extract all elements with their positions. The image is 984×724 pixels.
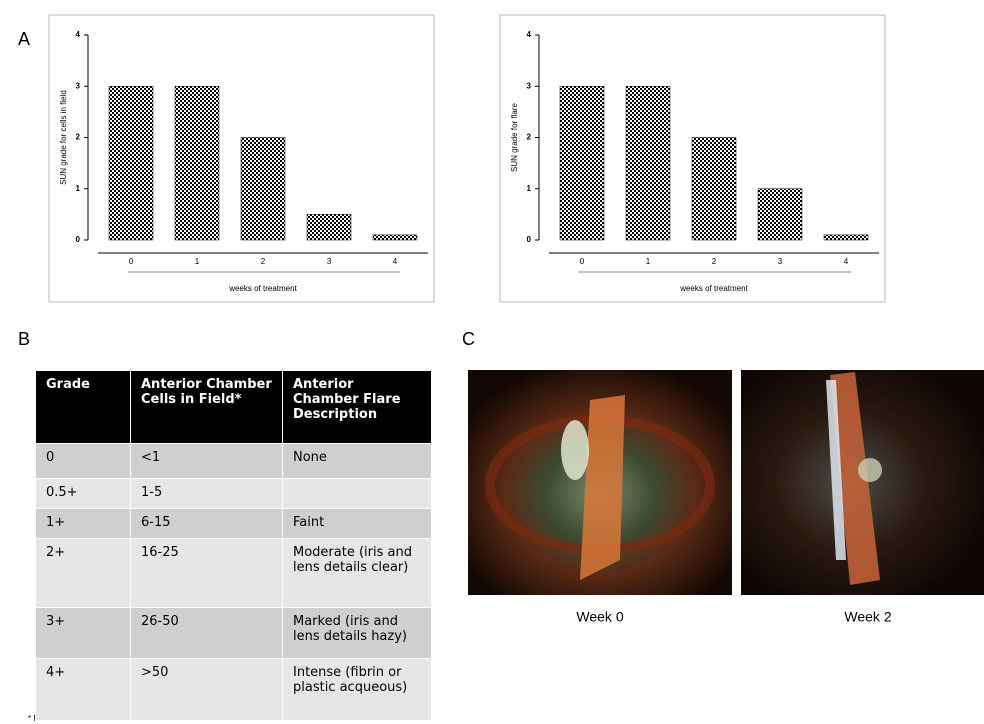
table-cell: 0.5+ bbox=[36, 479, 131, 509]
table-cell bbox=[283, 479, 432, 509]
table-cell: 1+ bbox=[36, 509, 131, 539]
panel-label: C bbox=[462, 329, 475, 349]
x-tick-label: 3 bbox=[778, 257, 783, 266]
table-cell: Moderate (iris and lens details clear) bbox=[283, 539, 432, 608]
photo-detail bbox=[561, 420, 589, 480]
table-cell: 4+ bbox=[36, 659, 131, 721]
y-tick-label: 1 bbox=[527, 184, 532, 193]
y-tick-label: 1 bbox=[76, 184, 81, 193]
y-tick-label: 3 bbox=[76, 81, 81, 90]
x-tick-label: 2 bbox=[712, 257, 717, 266]
y-axis-label: SUN grade for cells in field bbox=[59, 90, 68, 185]
table-cell: 3+ bbox=[36, 608, 131, 659]
bar bbox=[692, 138, 736, 241]
bar bbox=[758, 189, 802, 240]
table-cell: 1-5 bbox=[131, 479, 283, 509]
table-cell: Marked (iris and lens details hazy) bbox=[283, 608, 432, 659]
y-axis-label: SUN grade for flare bbox=[510, 102, 519, 171]
table-cell: 16-25 bbox=[131, 539, 283, 608]
x-tick-label: 4 bbox=[393, 257, 398, 266]
bar bbox=[626, 86, 670, 240]
table-cell: Faint bbox=[283, 509, 432, 539]
y-tick-label: 0 bbox=[76, 235, 81, 244]
y-tick-label: 0 bbox=[527, 235, 532, 244]
y-tick-label: 4 bbox=[76, 30, 81, 39]
panel-label: B bbox=[18, 329, 30, 349]
y-tick-label: 2 bbox=[527, 133, 532, 142]
table-row: 0.5+1-5 bbox=[36, 479, 432, 509]
header-cell: Anterior Chamber Flare Description bbox=[283, 371, 432, 444]
header-cell: Anterior Chamber Cells in Field* bbox=[131, 371, 283, 444]
header-cell: Grade bbox=[36, 371, 131, 444]
x-tick-label: 3 bbox=[327, 257, 332, 266]
x-tick-label: 1 bbox=[646, 257, 651, 266]
table-cell: 0 bbox=[36, 444, 131, 479]
bar bbox=[560, 86, 604, 240]
x-axis-label: weeks of treatment bbox=[679, 284, 748, 293]
page: A B C Week 0 Week 2 * Field size is a 1x… bbox=[0, 0, 984, 724]
y-tick-label: 4 bbox=[527, 30, 532, 39]
bar bbox=[241, 138, 285, 241]
x-tick-label: 2 bbox=[261, 257, 266, 266]
panel-label: A bbox=[18, 29, 30, 49]
table-cell: <1 bbox=[131, 444, 283, 479]
table-cell: 26-50 bbox=[131, 608, 283, 659]
photo-caption: Week 0 bbox=[576, 609, 623, 625]
x-tick-label: 0 bbox=[129, 257, 134, 266]
x-tick-label: 1 bbox=[195, 257, 200, 266]
table-cell: 2+ bbox=[36, 539, 131, 608]
bar bbox=[373, 235, 417, 240]
y-tick-label: 2 bbox=[76, 133, 81, 142]
table-cell: None bbox=[283, 444, 432, 479]
photo-caption: Week 2 bbox=[844, 609, 891, 625]
table-cell: 6-15 bbox=[131, 509, 283, 539]
bar bbox=[109, 86, 153, 240]
x-axis-label: weeks of treatment bbox=[228, 284, 297, 293]
x-tick-label: 4 bbox=[844, 257, 849, 266]
bar bbox=[307, 214, 351, 240]
bar bbox=[824, 235, 868, 240]
x-tick-label: 0 bbox=[580, 257, 585, 266]
table-cell: >50 bbox=[131, 659, 283, 721]
table-cell: Intense (fibrin or plastic acqueous) bbox=[283, 659, 432, 721]
y-tick-label: 3 bbox=[527, 81, 532, 90]
photo-detail bbox=[858, 458, 882, 482]
bar bbox=[175, 86, 219, 240]
